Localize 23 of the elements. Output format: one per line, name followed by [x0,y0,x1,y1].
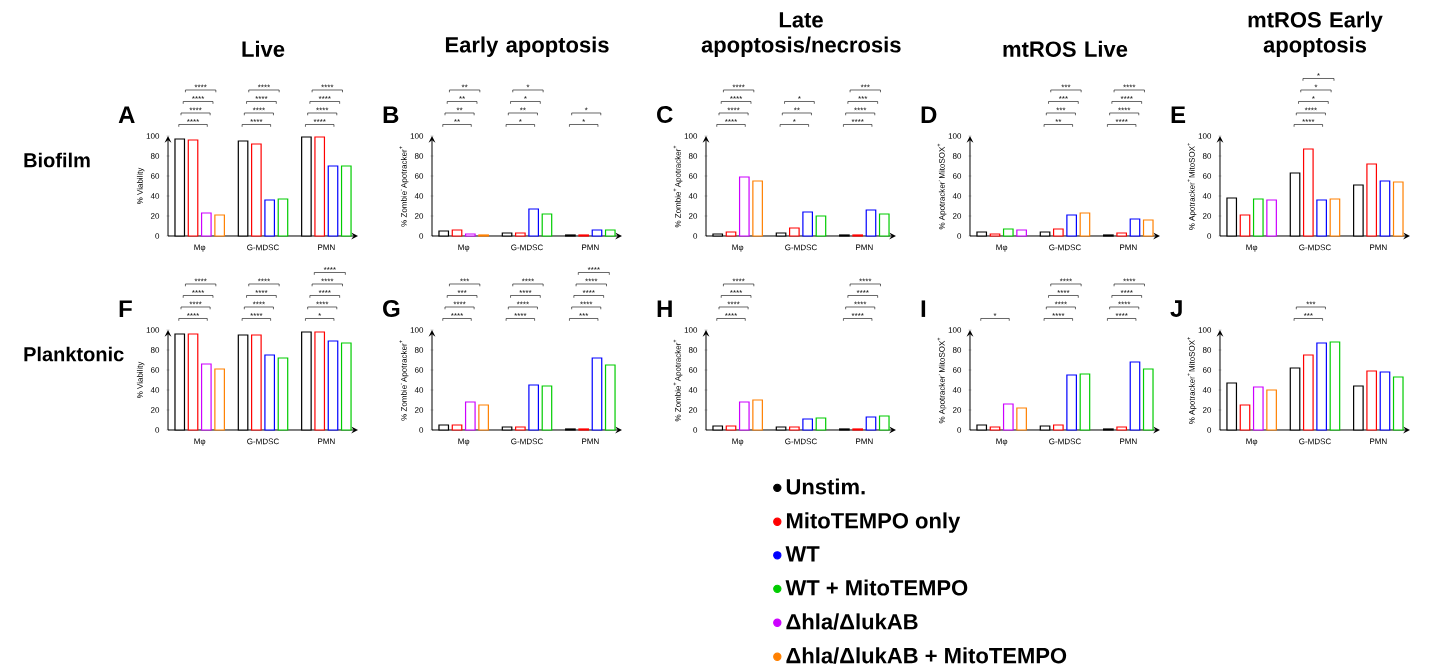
chart-subtitle: H [657,300,672,317]
legend-label: WT + MitoTEMPO [785,579,968,596]
chart-subtitle: D [921,106,937,123]
legend-label: Δhla/ΔlukAB [786,613,918,630]
legend-label: WT [785,546,820,562]
chart-title: mtROS Live [1003,40,1128,57]
chart-subtitle: C [657,105,673,123]
chart-subtitle: E [1171,106,1186,123]
chart-subtitle: F [119,300,132,317]
chart-title: Early apoptosis [445,36,609,57]
chart-subtitle: I [921,300,926,317]
text: Biofilm [24,152,90,168]
chart-title: mtROS Early apoptosis [1248,11,1383,57]
chart-subtitle: G [383,299,400,317]
chart-subtitle: J [1170,300,1182,317]
chart-subtitle: B [383,106,399,123]
text: Planktonic [24,346,124,362]
chart-subtitle: A [118,106,135,123]
legend-label: Unstim. [786,478,865,495]
legend-label: Δhla/ΔlukAB + MitoTEMPO [786,647,1067,664]
chart-title: Live [242,40,285,57]
legend-label: MitoTEMPO only [786,512,961,533]
chart-title: Late apoptosis/necrosis [701,12,901,57]
